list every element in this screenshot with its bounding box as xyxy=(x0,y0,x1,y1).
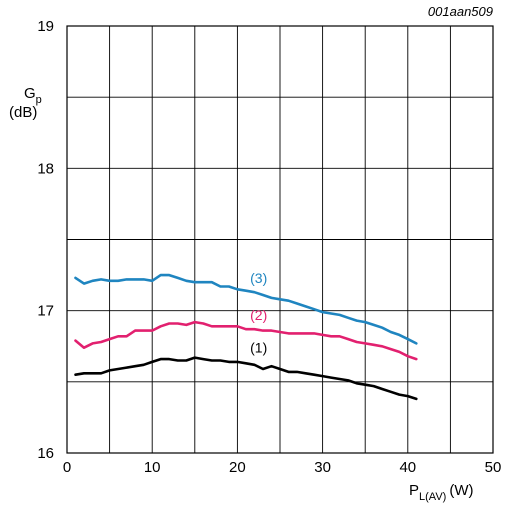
series-label-3: (3) xyxy=(250,270,267,286)
x-tick-label: 20 xyxy=(229,459,246,476)
series-lines xyxy=(74,273,418,401)
series-labels: (1) (2) (3) xyxy=(250,270,267,356)
series-label-2: (2) xyxy=(250,307,267,323)
series-line-3 xyxy=(74,273,418,345)
x-tick-label: 0 xyxy=(63,459,71,476)
series-line-2 xyxy=(74,320,418,361)
y-axis-ticks: 16 17 18 19 xyxy=(37,18,54,462)
y-tick-label: 17 xyxy=(37,303,54,320)
y-tick-label: 18 xyxy=(37,160,54,177)
series-label-1: (1) xyxy=(250,340,267,356)
x-tick-label: 30 xyxy=(314,459,331,476)
x-tick-label: 10 xyxy=(144,459,161,476)
y-tick-label: 16 xyxy=(37,445,54,462)
figure-code: 001aan509 xyxy=(428,4,493,19)
x-tick-label: 50 xyxy=(485,459,502,476)
series-line-1 xyxy=(74,356,418,401)
grid-lines xyxy=(67,26,493,453)
x-axis-ticks: 0 10 20 30 40 50 xyxy=(63,459,502,476)
x-tick-label: 40 xyxy=(399,459,416,476)
y-axis-unit: (dB) xyxy=(9,104,37,121)
x-axis-title: PL(AV) (W) xyxy=(409,482,473,503)
y-axis-title: Gp xyxy=(24,85,42,106)
y-tick-label: 19 xyxy=(37,18,54,35)
